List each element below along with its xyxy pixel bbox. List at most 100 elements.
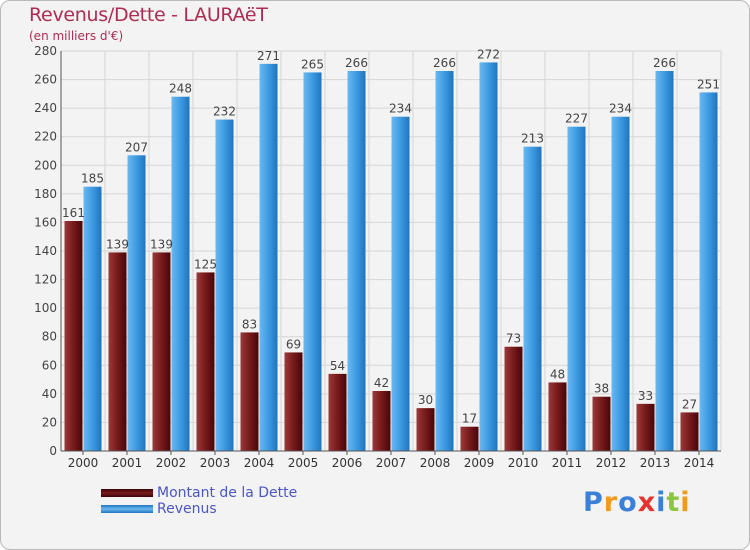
bar-revenus <box>259 63 278 451</box>
y-tick-label: 240 <box>34 101 57 115</box>
bar-dette <box>548 382 567 451</box>
bar-revenus <box>523 146 542 451</box>
y-tick-label: 100 <box>34 301 57 315</box>
bar-revenus <box>171 96 190 451</box>
y-tick-label: 200 <box>34 158 57 172</box>
bar-revenus <box>611 116 630 451</box>
bar-revenus <box>479 62 498 452</box>
x-tick-label: 2005 <box>288 456 319 470</box>
y-tick-label: 160 <box>34 215 57 229</box>
bar-revenus <box>347 71 366 451</box>
legend-label-revenus: Revenus <box>157 501 217 517</box>
data-label-dette: 139 <box>150 237 173 251</box>
x-tick-label: 2000 <box>68 456 99 470</box>
bar-revenus <box>83 186 102 451</box>
data-label-dette: 73 <box>506 332 521 346</box>
x-tick-label: 2013 <box>640 456 671 470</box>
data-label-revenus: 234 <box>609 102 632 116</box>
logo-letter: i <box>680 487 691 518</box>
x-tick-label: 2014 <box>684 456 715 470</box>
bar-revenus <box>435 71 454 451</box>
data-label-dette: 48 <box>550 367 565 381</box>
data-label-dette: 161 <box>62 206 85 220</box>
legend-label-debt: Montant de la Dette <box>157 485 298 501</box>
bar-dette <box>64 221 83 451</box>
x-tick-label: 2002 <box>156 456 187 470</box>
bar-dette <box>284 352 303 451</box>
bar-revenus <box>303 72 322 451</box>
bar-dette <box>592 396 611 451</box>
y-tick-label: 280 <box>34 44 57 58</box>
data-label-revenus: 271 <box>257 49 280 63</box>
bar-dette <box>636 403 655 451</box>
y-tick-label: 260 <box>34 73 57 87</box>
x-tick-label: 2004 <box>244 456 275 470</box>
y-tick-label: 40 <box>42 387 57 401</box>
data-label-dette: 30 <box>418 393 433 407</box>
data-label-dette: 83 <box>242 317 257 331</box>
data-label-dette: 125 <box>194 257 217 271</box>
bar-dette <box>328 373 347 451</box>
logo-letter: P <box>583 487 604 518</box>
data-label-revenus: 234 <box>389 102 412 116</box>
bar-dette <box>504 346 523 451</box>
bar-dette <box>240 332 259 451</box>
bar-dette <box>680 412 699 451</box>
y-tick-label: 120 <box>34 273 57 287</box>
data-label-revenus: 227 <box>565 112 588 126</box>
x-tick-label: 2009 <box>464 456 495 470</box>
data-label-revenus: 272 <box>477 47 500 61</box>
x-tick-label: 2008 <box>420 456 451 470</box>
bar-revenus <box>127 155 146 452</box>
x-tick-label: 2007 <box>376 456 407 470</box>
data-label-dette: 139 <box>106 237 129 251</box>
y-tick-label: 60 <box>42 358 57 372</box>
data-label-dette: 54 <box>330 359 345 373</box>
legend-swatch-revenus <box>101 505 153 513</box>
data-label-dette: 33 <box>638 389 653 403</box>
data-label-dette: 17 <box>462 412 477 426</box>
logo-letter: t <box>666 487 681 518</box>
y-tick-label: 0 <box>49 444 57 458</box>
data-label-dette: 27 <box>682 397 697 411</box>
data-label-revenus: 232 <box>213 105 236 119</box>
data-label-dette: 69 <box>286 337 301 351</box>
data-label-revenus: 251 <box>697 77 720 91</box>
bar-dette <box>460 426 479 451</box>
data-label-revenus: 266 <box>345 56 368 70</box>
y-tick-label: 180 <box>34 187 57 201</box>
logo-letter: o <box>618 487 638 518</box>
bar-dette <box>196 272 215 451</box>
bar-dette <box>108 252 127 451</box>
x-tick-label: 2011 <box>552 456 583 470</box>
chart-subtitle: (en milliers d'€) <box>29 29 124 43</box>
x-tick-label: 2010 <box>508 456 539 470</box>
data-label-dette: 42 <box>374 376 389 390</box>
x-tick-label: 2003 <box>200 456 231 470</box>
data-label-revenus: 266 <box>433 56 456 70</box>
bar-revenus <box>699 92 718 451</box>
data-label-revenus: 213 <box>521 132 544 146</box>
bar-dette <box>372 391 391 451</box>
y-tick-label: 80 <box>42 330 57 344</box>
bar-dette <box>152 252 171 451</box>
logo-letter: i <box>656 487 667 518</box>
data-label-dette: 38 <box>594 382 609 396</box>
logo-letter: x <box>637 487 657 518</box>
y-tick-label: 20 <box>42 415 57 429</box>
data-label-revenus: 248 <box>169 82 192 96</box>
chart-title: Revenus/Dette - LAURAëT <box>29 4 268 26</box>
data-label-revenus: 266 <box>653 56 676 70</box>
legend-swatch-debt <box>101 489 153 497</box>
proxiti-logo: Proxiti <box>583 487 691 518</box>
data-label-revenus: 207 <box>125 140 148 154</box>
x-tick-label: 2012 <box>596 456 627 470</box>
bar-revenus <box>391 116 410 451</box>
bar-revenus <box>215 119 234 452</box>
logo-letter: r <box>603 487 619 518</box>
data-label-revenus: 185 <box>81 172 104 186</box>
y-tick-label: 220 <box>34 130 57 144</box>
bar-revenus <box>655 71 674 451</box>
